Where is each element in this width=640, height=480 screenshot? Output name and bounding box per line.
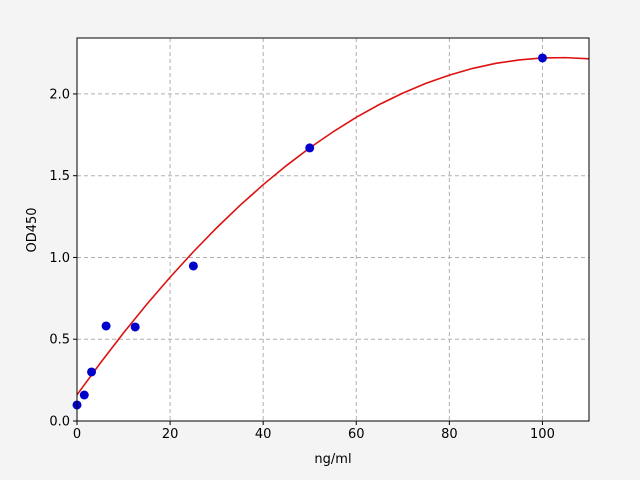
data-point (537, 53, 547, 63)
data-point (130, 322, 140, 332)
plot-area (77, 38, 589, 421)
y-tick-label: 0.5 (49, 333, 70, 348)
y-tick-label: 0.0 (49, 415, 70, 430)
x-tick-label: 80 (441, 427, 458, 442)
y-tick-label: 1.5 (49, 169, 70, 184)
x-tick-label: 60 (348, 427, 365, 442)
data-point (79, 390, 89, 400)
x-axis-label: ng/ml (314, 452, 351, 467)
y-axis-label: OD450 (25, 207, 40, 252)
y-tick-label: 1.0 (49, 251, 70, 266)
plot-frame (76, 37, 590, 422)
x-tick-label: 40 (255, 427, 272, 442)
x-tick-label: 100 (530, 427, 555, 442)
y-tick-label: 2.0 (49, 87, 70, 102)
data-point (87, 367, 97, 377)
x-tick-label: 20 (162, 427, 179, 442)
x-tick-label: 0 (73, 427, 81, 442)
data-point (305, 143, 315, 153)
fit-curve (76, 56, 590, 396)
data-point (101, 321, 111, 331)
data-point (188, 261, 198, 271)
